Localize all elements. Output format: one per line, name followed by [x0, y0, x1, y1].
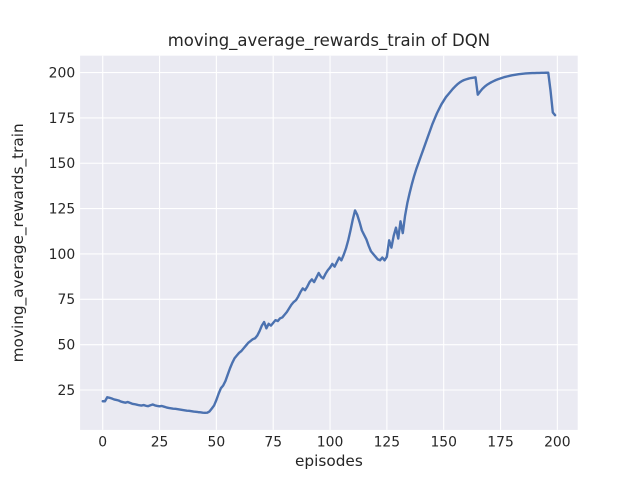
x-tick-label: 50	[208, 435, 226, 451]
y-tick-label: 200	[49, 65, 76, 81]
y-tick-label: 150	[49, 156, 76, 172]
x-tick-label: 175	[487, 435, 514, 451]
y-tick-label: 175	[49, 111, 76, 127]
chart-title: moving_average_rewards_train of DQN	[168, 31, 490, 51]
y-tick-label: 25	[58, 383, 76, 399]
grid-lines	[80, 55, 578, 430]
data-series	[101, 71, 557, 415]
data-line	[101, 71, 557, 415]
y-tick-label: 125	[49, 202, 76, 218]
y-tick-labels: 25 50 75 100 125 150 175 200	[49, 65, 76, 398]
x-axis-label: episodes	[295, 452, 363, 470]
y-axis-label: moving_average_rewards_train	[9, 123, 28, 362]
x-tick-label: 75	[264, 435, 282, 451]
plot-area	[80, 55, 578, 430]
y-tick-label: 100	[49, 247, 76, 263]
y-tick-label: 75	[58, 292, 76, 308]
x-tick-labels: 0 25 50 75 100 125 150 175 200	[98, 435, 570, 451]
x-tick-label: 100	[317, 435, 344, 451]
x-tick-label: 200	[544, 435, 571, 451]
x-tick-label: 0	[98, 435, 107, 451]
x-tick-label: 125	[374, 435, 401, 451]
x-tick-label: 150	[430, 435, 457, 451]
x-tick-label: 25	[151, 435, 169, 451]
y-tick-label: 50	[58, 338, 76, 354]
